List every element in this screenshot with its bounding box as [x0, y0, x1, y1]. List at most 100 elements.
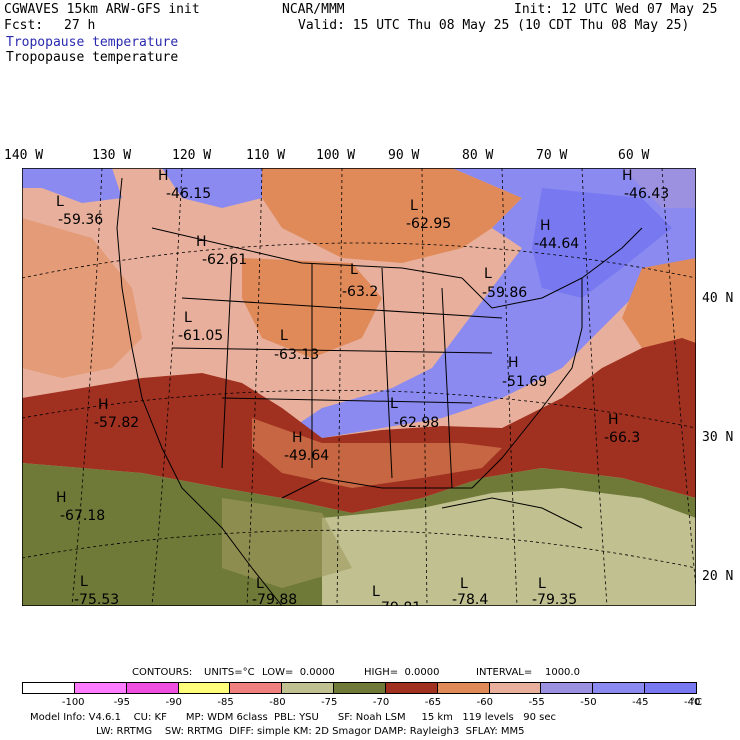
field-title: Tropopause temperature — [6, 50, 179, 65]
field-title-blue: Tropopause temperature — [6, 35, 179, 50]
colorbar-tick-label: -95 — [113, 697, 131, 708]
contours-low: LOW= 0.0000 — [262, 667, 335, 678]
extremum-H: H — [540, 218, 551, 234]
extremum-L: L — [256, 576, 264, 592]
colorbar-unit: °C — [690, 697, 702, 708]
extremum-H: H — [158, 168, 169, 184]
extremum-value: -63.13 — [274, 347, 319, 363]
extremum-value: -61.05 — [178, 328, 223, 344]
model-title: CGWAVES 15km ARW-GFS init — [4, 2, 200, 17]
colorbar-tick-label: -85 — [217, 697, 234, 708]
graticule — [22, 168, 696, 606]
lon-label: 100 W — [316, 148, 356, 163]
extremum-value: -79.35 — [532, 592, 577, 606]
extremum-L: L — [538, 576, 546, 592]
extremum-L: L — [390, 396, 398, 412]
lon-label: 130 W — [92, 148, 132, 163]
extremum-H: H — [56, 490, 67, 506]
extremum-H: H — [622, 168, 633, 184]
init-time: Init: 12 UTC Wed 07 May 25 — [514, 2, 718, 17]
colorbar-swatch — [436, 682, 490, 694]
extremum-value: -62.98 — [394, 415, 439, 431]
extremum-value: -49.64 — [284, 448, 329, 464]
extremum-L: L — [460, 576, 468, 592]
region-blue-nw — [162, 168, 262, 208]
extremum-L: L — [56, 194, 64, 210]
colorbar-swatch — [644, 682, 697, 694]
extremum-value: -51.69 — [502, 374, 547, 390]
extremum-value: -79.88 — [252, 592, 297, 606]
colorbar-tick-label: -80 — [269, 697, 286, 708]
region-orange-south — [252, 418, 502, 488]
colorbar-swatch — [177, 682, 231, 694]
colorbar-tick-label: -45 — [632, 697, 649, 708]
lat-label: 30 N — [702, 430, 734, 445]
boundaries — [116, 177, 643, 606]
extremum-H: H — [608, 412, 619, 428]
extremum-L: L — [80, 574, 88, 590]
colorbar-swatch — [333, 682, 386, 694]
region-olive-mid — [222, 498, 352, 588]
extremum-H: H — [196, 234, 207, 250]
colorbar-swatch — [125, 682, 179, 694]
forecast-label: Fcst: — [4, 18, 44, 33]
lon-label: 140 W — [4, 148, 44, 163]
colorbar-tick-label: -100 — [61, 697, 85, 708]
colorbar-swatch — [22, 682, 75, 694]
colorbar-tick-label: -55 — [528, 697, 545, 708]
extremum-L: L — [410, 198, 418, 214]
lat-label: 40 N — [702, 291, 734, 306]
colorbar-tick-label: -90 — [165, 697, 182, 708]
colorbar-swatch — [73, 682, 127, 694]
lon-label: 110 W — [246, 148, 286, 163]
extremum-value: -59.36 — [58, 212, 103, 228]
region-orange-west — [22, 218, 142, 378]
lon-label: 120 W — [172, 148, 212, 163]
lon-label: 90 W — [388, 148, 420, 163]
forecast-hour: 27 h — [64, 18, 96, 33]
colorbar-swatch — [384, 682, 438, 694]
extremum-H: H — [292, 430, 303, 446]
region-blue-ne-core — [532, 188, 672, 298]
extremum-value: -63.2 — [342, 284, 378, 300]
lon-label: 80 W — [462, 148, 494, 163]
model-info-line2: LW: RRTMG SW: RRTMG DIFF: simple KM: 2D … — [96, 726, 525, 737]
extremum-value: -75.53 — [74, 592, 119, 606]
colorbar-tick-label: -50 — [580, 697, 597, 708]
extremum-L: L — [184, 310, 192, 326]
contours-high: HIGH= 0.0000 — [364, 667, 440, 678]
center-label: NCAR/MMM — [282, 2, 345, 17]
contours-interval: INTERVAL= 1000.0 — [476, 667, 580, 678]
extremum-value: -57.82 — [94, 415, 139, 431]
colorbar-swatch — [592, 682, 646, 694]
extremum-value: -79.81 — [376, 600, 421, 606]
colorbar-swatch — [540, 682, 594, 694]
colorbar-tick-label: -65 — [424, 697, 442, 708]
extremum-value: -62.61 — [202, 252, 247, 268]
region-orange-north — [262, 168, 522, 263]
colorbar-swatch — [488, 682, 542, 694]
extremum-value: -59.86 — [482, 285, 527, 301]
extremum-L: L — [350, 262, 358, 278]
tropopause-temperature-map: L -59.36 H -46.15 H -62.61 L -62.95 H -4… — [22, 168, 696, 606]
extremum-L: L — [280, 328, 288, 344]
extremum-H: H — [508, 355, 519, 371]
extremum-value: -78.4 — [452, 592, 488, 606]
extremum-value: -46.15 — [166, 186, 211, 202]
extremum-value: -46.43 — [624, 186, 669, 202]
colorbar-tick-label: -70 — [372, 697, 390, 708]
model-info-line1: Model Info: V4.6.1 CU: KF MP: WDM 6class… — [30, 712, 556, 723]
lat-label: 20 N — [702, 569, 734, 584]
region-darkred-band — [22, 338, 696, 513]
region-olive-south — [322, 488, 696, 606]
region-purple-ne — [622, 168, 696, 208]
extrema-labels: L -59.36 H -46.15 H -62.61 L -62.95 H -4… — [56, 168, 669, 606]
extremum-L: L — [484, 266, 492, 282]
colorbar-swatch — [229, 682, 283, 694]
extremum-value: -66.3 — [604, 430, 640, 446]
lon-label: 70 W — [536, 148, 568, 163]
contours-units: UNITS=°C — [204, 667, 255, 678]
extremum-value: -62.95 — [406, 216, 451, 232]
extremum-H: H — [98, 397, 109, 413]
